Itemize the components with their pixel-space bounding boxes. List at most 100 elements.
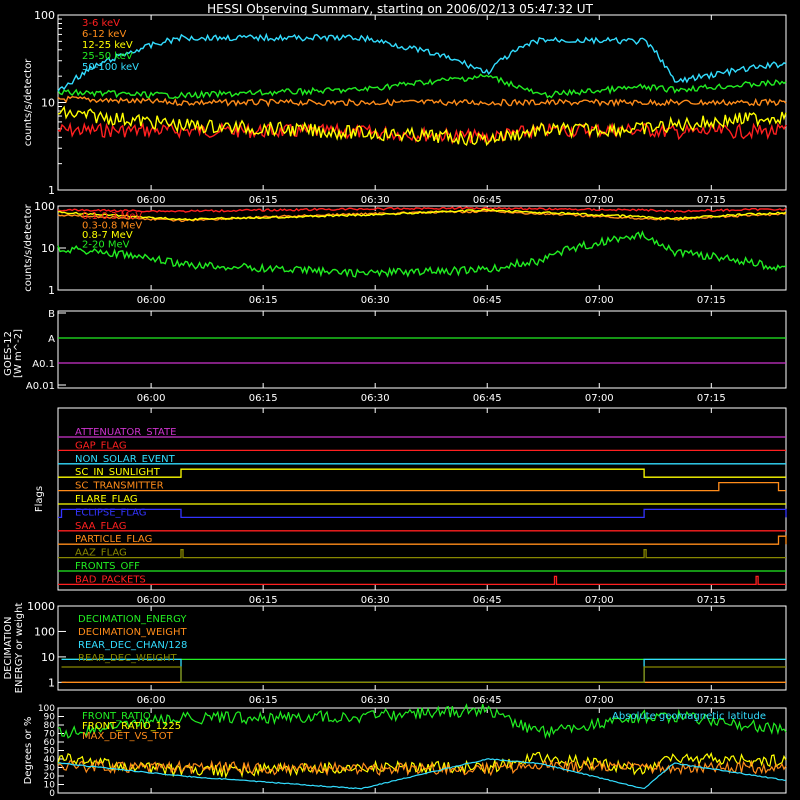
flags-ylabel: Flags bbox=[34, 486, 45, 512]
panels: 06:00 06:15 06:30 06:45 07:00 07:15110100coun… bbox=[3, 9, 787, 799]
flags-particle-flag-label: PARTICLE_FLAG bbox=[75, 534, 152, 545]
ratios-series-front-ratio bbox=[57, 703, 787, 740]
flags-attenuator-state-label: ATTENUATOR_STATE bbox=[75, 427, 176, 438]
high-energy-rates-x-tick-label: 06:45 bbox=[473, 295, 502, 306]
flags-gap-flag-label: GAP_FLAG bbox=[75, 440, 127, 451]
count-rates-ylabel: counts/s/detector bbox=[23, 58, 34, 146]
ratios-legend-front-ratio-1225: FRONT_RATIO_1225 bbox=[82, 721, 181, 732]
high-energy-rates-legend-0-8-7-mev: 0.8-7 MeV bbox=[82, 230, 133, 241]
flags-saa-flag-label: SAA_FLAG bbox=[75, 521, 126, 532]
high-energy-rates-x-tick-label: 07:00 bbox=[585, 295, 614, 306]
goes-y-tick-label: A0.01 bbox=[26, 381, 55, 392]
flags-particle-flag-trace bbox=[58, 535, 787, 545]
high-energy-rates-y-tick-label: 100 bbox=[34, 200, 55, 213]
flags-sc-in-sunlight-trace bbox=[58, 468, 786, 478]
high-energy-rates-y-tick-label: 10 bbox=[41, 242, 55, 255]
ratios-y-tick-label: 30 bbox=[44, 764, 56, 774]
figure-title: HESSI Observing Summary, starting on 200… bbox=[207, 2, 593, 16]
decimation-x-tick-label: 06:00 bbox=[137, 695, 166, 706]
decimation-y-tick-label: 100 bbox=[34, 625, 55, 638]
decimation-y-tick-label: 1 bbox=[48, 676, 55, 689]
decimation-x-tick-label: 06:45 bbox=[473, 695, 502, 706]
goes-panel: 06:00 06:15 06:30 06:45 07:00 07:15 B A A0.1 A0.0… bbox=[3, 309, 787, 404]
count-rates-series-6-12-kev bbox=[57, 95, 787, 108]
goes-y-tick-label: A bbox=[48, 334, 55, 345]
count-rates-x-tick-label: 06:00 bbox=[137, 195, 166, 206]
ratios-y-tick-label: 20 bbox=[44, 772, 56, 782]
flags-aaz-flag-trace bbox=[58, 548, 786, 559]
count-rates-x-tick-label: 07:15 bbox=[697, 195, 726, 206]
high-energy-rates-x-tick-label: 06:00 bbox=[137, 295, 166, 306]
ratios-y-tick-label: 100 bbox=[38, 704, 55, 714]
flags-panel: 06:00 06:15 06:30 06:45 07:00 07:15 Flags ATTEN… bbox=[34, 407, 787, 606]
count-rates-x-tick-label: 06:15 bbox=[249, 195, 278, 206]
count-rates-panel: 06:00 06:15 06:30 06:45 07:00 07:15 1 10 100 coun… bbox=[23, 9, 787, 206]
ratios-legend-max-det-vs-tot: MAX_DET_VS_TOT bbox=[82, 731, 174, 742]
decimation-ylabel2: ENERGY or weight bbox=[14, 603, 25, 694]
decimation-ylabel: DECIMATION bbox=[3, 616, 14, 679]
count-rates-x-tick-label: 07:00 bbox=[585, 195, 614, 206]
count-rates-series-12-25-kev bbox=[57, 105, 787, 147]
high-energy-rates-series-0-8-7-mev bbox=[57, 208, 787, 221]
count-rates-legend-50-100-kev: 50-100 keV bbox=[82, 62, 139, 73]
flags-fronts-off-label: FRONTS_OFF bbox=[75, 561, 140, 572]
high-energy-rates-legend-0-3-0-8-mev: 0.3-0.8 MeV bbox=[82, 221, 142, 232]
goes-x-tick-label: 07:15 bbox=[697, 393, 726, 404]
count-rates-x-tick-label: 06:45 bbox=[473, 195, 502, 206]
flags-x-tick-label: 07:15 bbox=[697, 595, 726, 606]
ratios-y-tick-label: 50 bbox=[44, 747, 56, 757]
goes-frame bbox=[57, 310, 787, 389]
flags-x-tick-label: 06:15 bbox=[249, 595, 278, 606]
flags-eclipse-flag-trace bbox=[58, 508, 787, 519]
flags-non-solar-event-label: NON_SOLAR_EVENT bbox=[75, 454, 176, 465]
high-energy-rates-x-tick-label: 07:15 bbox=[697, 295, 726, 306]
flags-sc-in-sunlight-label: SC_IN_SUNLIGHT bbox=[75, 467, 161, 478]
decimation-y-tick-label: 10 bbox=[41, 651, 55, 664]
decimation-x-tick-label: 06:30 bbox=[361, 695, 390, 706]
flags-frame bbox=[57, 407, 787, 591]
high-energy-rates-panel: 06:00 06:15 06:30 06:45 07:00 07:15 1 10 100coun… bbox=[23, 200, 787, 306]
flags-x-tick-label: 07:00 bbox=[585, 595, 614, 606]
flags-sc-transmitter-trace bbox=[58, 481, 786, 492]
count-rates-legend-3-6-kev: 3-6 keV bbox=[82, 18, 120, 29]
ratios-y-tick-label: 60 bbox=[44, 738, 56, 748]
decimation-x-tick-label: 06:15 bbox=[249, 695, 278, 706]
high-energy-rates-legend-2-20-mev: 2-20 MeV bbox=[82, 240, 130, 251]
flags-eclipse-flag-label: ECLIPSE_FLAG bbox=[75, 507, 146, 518]
goes-y-tick-label: A0.1 bbox=[32, 359, 55, 370]
high-energy-rates-x-tick-label: 06:30 bbox=[361, 295, 390, 306]
goes-x-tick-label: 06:00 bbox=[137, 393, 166, 404]
decimation-legend-rear-dec-chan-128: REAR_DEC_CHAN/128 bbox=[78, 640, 187, 651]
count-rates-series-25-50-kev bbox=[57, 73, 787, 100]
decimation-x-tick-label: 07:15 bbox=[697, 695, 726, 706]
high-energy-rates-legend-0-1-0-3-mev: 0.1-0.3 MeV bbox=[82, 211, 142, 222]
count-rates-legend-6-12-kev: 6-12 keV bbox=[82, 29, 126, 40]
count-rates-y-tick-label: 100 bbox=[34, 9, 55, 22]
decimation-y-tick-label: 1000 bbox=[27, 600, 55, 613]
flags-aaz-flag-label: AAZ_FLAG bbox=[75, 548, 127, 559]
high-energy-rates-ylabel: counts/s/detector bbox=[23, 203, 34, 291]
goes-x-tick-label: 06:15 bbox=[249, 393, 278, 404]
count-rates-y-tick-label: 1 bbox=[48, 184, 55, 197]
ratios-legend-absolute-geomagnetic-latitude: Absolute geomagnetic latitude bbox=[612, 711, 766, 722]
flags-flare-flag-label: FLARE_FLAG bbox=[75, 494, 138, 505]
decimation-series-rear-dec-weight bbox=[61, 666, 786, 683]
ratios-y-tick-label: 40 bbox=[44, 755, 56, 765]
flags-x-tick-label: 06:30 bbox=[361, 595, 390, 606]
high-energy-rates-series-0-1-0-3-mev bbox=[57, 206, 787, 214]
ratios-legend-front-ratio: FRONT_RATIO bbox=[82, 711, 151, 722]
high-energy-rates-series-2-20-mev bbox=[57, 230, 787, 278]
ratios-y-tick-label: 90 bbox=[44, 713, 56, 723]
high-energy-rates-x-tick-label: 06:15 bbox=[249, 295, 278, 306]
decimation-frame bbox=[57, 605, 787, 691]
flags-x-tick-label: 06:45 bbox=[473, 595, 502, 606]
count-rates-series-3-6-kev bbox=[57, 121, 787, 145]
ratios-y-tick-label: 80 bbox=[44, 721, 56, 731]
ratios-series-absolute-geomagnetic-latitude bbox=[57, 758, 786, 790]
goes-y-tick-label: B bbox=[48, 309, 55, 320]
flags-x-tick-label: 06:00 bbox=[137, 595, 166, 606]
goes-x-tick-label: 06:45 bbox=[473, 393, 502, 404]
